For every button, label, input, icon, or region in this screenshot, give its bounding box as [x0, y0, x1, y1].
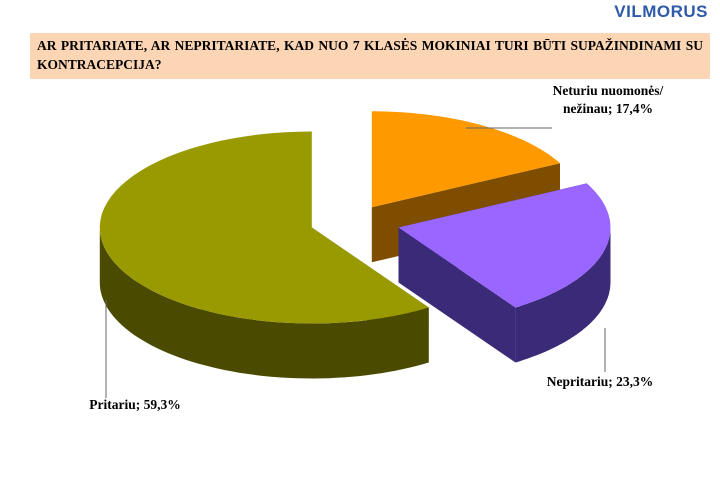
- data-label: Nepritariu; 23,3%: [546, 374, 654, 389]
- slice: [398, 183, 611, 308]
- data-label: Neturiu nuomonės/ nežinau; 17,4%: [552, 83, 664, 116]
- slice: [99, 131, 429, 324]
- data-label: Pritariu; 59,3%: [89, 397, 181, 412]
- chart-title: AR PRITARIATE, AR NEPRITARIATE, KAD NUO …: [30, 33, 710, 79]
- slice-side: [398, 227, 516, 363]
- slice: [371, 111, 560, 208]
- slice-wall: [515, 227, 611, 363]
- slice-wall: [99, 227, 429, 379]
- logo: VILMORUS: [614, 2, 708, 21]
